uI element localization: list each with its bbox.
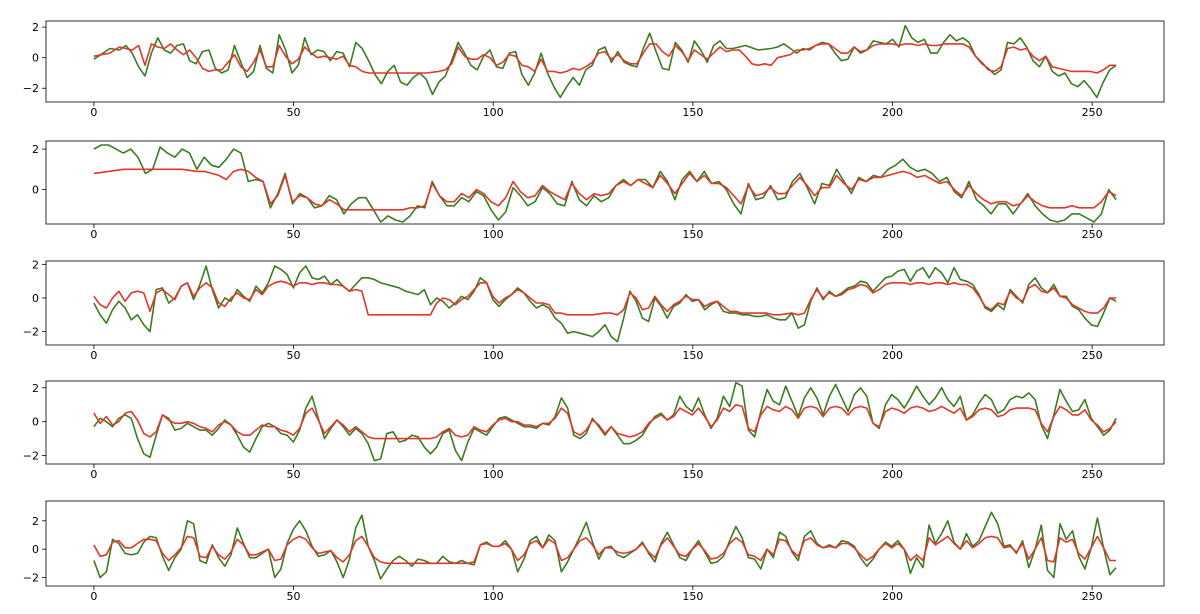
x-tick-label: 200 — [882, 106, 903, 119]
y-tick-label: −2 — [23, 82, 39, 95]
x-tick-label: 100 — [483, 590, 504, 603]
y-tick-label: −2 — [23, 450, 39, 463]
x-tick-label: 150 — [682, 468, 703, 481]
y-tick-label: 0 — [32, 52, 39, 65]
axes-frame — [45, 140, 1165, 225]
x-tick-label: 0 — [90, 228, 97, 241]
x-tick-label: 100 — [483, 349, 504, 362]
y-tick-label: 2 — [32, 515, 39, 528]
series-group — [93, 24, 1117, 99]
x-tick-label: 150 — [682, 349, 703, 362]
subplot-5: 0 50 100 150 200 250 −2 0 2 — [23, 500, 1165, 603]
series-line-red — [93, 535, 1117, 565]
x-tick-label: 150 — [682, 106, 703, 119]
axes-frame — [45, 20, 1165, 103]
x-tick-label: 50 — [287, 349, 301, 362]
y-tick-label: 0 — [32, 292, 39, 305]
series-group — [93, 144, 1117, 223]
y-tick-label: −2 — [23, 572, 39, 585]
x-tick-label: 50 — [287, 590, 301, 603]
x-tick-label: 200 — [882, 468, 903, 481]
x-tick-label: 150 — [682, 228, 703, 241]
y-tick-label: 2 — [32, 382, 39, 395]
y-tick-label: 0 — [32, 543, 39, 556]
series-line-red — [93, 43, 1117, 74]
subplot-2: 0 50 100 150 200 250 0 2 — [32, 140, 1165, 241]
subplot-4: 0 50 100 150 200 250 −2 0 2 — [23, 380, 1165, 481]
series-line-red — [93, 168, 1117, 211]
x-tick-label: 0 — [90, 106, 97, 119]
y-tick-label: −2 — [23, 326, 39, 339]
series-group — [93, 511, 1117, 580]
subplot-1: 0 50 100 150 200 250 −2 0 2 — [23, 20, 1165, 119]
axes-frame — [45, 380, 1165, 465]
x-tick-label: 50 — [287, 106, 301, 119]
series-line-red — [93, 403, 1117, 440]
x-tick-label: 200 — [882, 349, 903, 362]
series-group — [93, 381, 1117, 462]
x-tick-label: 100 — [483, 468, 504, 481]
axes-frame — [45, 500, 1165, 587]
x-tick-label: 100 — [483, 106, 504, 119]
x-tick-label: 150 — [682, 590, 703, 603]
axes-frame — [45, 260, 1165, 346]
y-tick-label: 0 — [32, 416, 39, 429]
x-tick-label: 200 — [882, 590, 903, 603]
x-tick-label: 0 — [90, 468, 97, 481]
x-tick-label: 0 — [90, 590, 97, 603]
x-tick-label: 250 — [1082, 106, 1103, 119]
subplot-3: 0 50 100 150 200 250 −2 0 2 — [23, 258, 1165, 362]
x-tick-label: 250 — [1082, 590, 1103, 603]
series-group — [93, 265, 1117, 343]
x-tick-label: 200 — [882, 228, 903, 241]
y-tick-label: 2 — [32, 143, 39, 156]
series-line-red — [93, 280, 1117, 316]
x-tick-label: 250 — [1082, 349, 1103, 362]
x-tick-label: 250 — [1082, 228, 1103, 241]
y-tick-label: 0 — [32, 184, 39, 197]
series-line-green — [93, 24, 1117, 99]
x-tick-label: 100 — [483, 228, 504, 241]
y-tick-label: 2 — [32, 21, 39, 34]
x-tick-label: 0 — [90, 349, 97, 362]
x-tick-label: 50 — [287, 468, 301, 481]
x-tick-label: 250 — [1082, 468, 1103, 481]
series-line-green — [93, 265, 1117, 343]
x-tick-label: 50 — [287, 228, 301, 241]
y-tick-label: 2 — [32, 258, 39, 271]
